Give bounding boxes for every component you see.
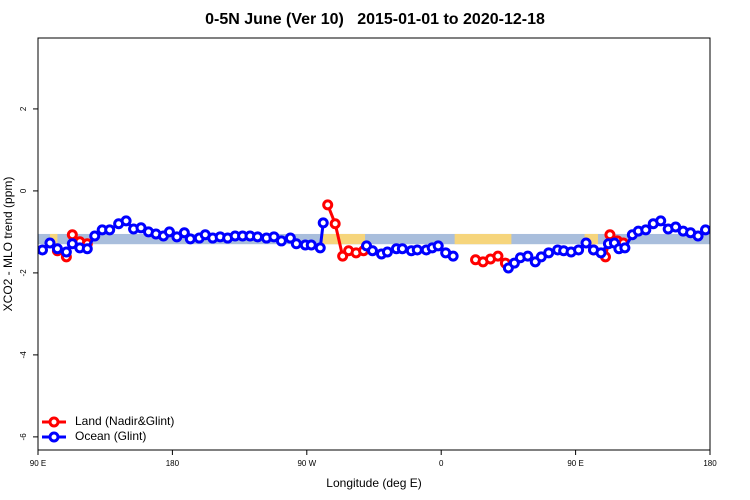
y-axis-label: XCO2 - MLO trend (ppm) (1, 177, 15, 312)
legend-marker (48, 431, 60, 443)
plot-frame (37, 37, 711, 451)
data-point (252, 231, 264, 243)
data-point (322, 199, 334, 211)
x-tick-label: 90 E (30, 459, 46, 468)
data-point (163, 226, 175, 238)
y-tick-label: 2 (19, 106, 28, 111)
data-point (411, 244, 423, 256)
data-point (275, 235, 287, 247)
data-point (447, 250, 459, 262)
data-point (692, 230, 704, 242)
data-point (317, 217, 329, 229)
band-highlight (321, 233, 366, 245)
data-point (120, 215, 132, 227)
data-point (51, 243, 63, 255)
legend-label: Ocean (Glint) (75, 429, 146, 443)
data-point (580, 237, 592, 249)
data-point (640, 224, 652, 236)
legend-label: Land (Nadir&Glint) (75, 414, 174, 428)
y-tick-label: -2 (19, 269, 28, 277)
data-point (44, 237, 56, 249)
y-tick-label: -6 (19, 433, 28, 441)
plot-area (38, 199, 710, 274)
data-point (89, 230, 101, 242)
y-tick-label: -4 (19, 351, 28, 359)
data-point (314, 242, 326, 254)
data-point (381, 246, 393, 258)
data-point (543, 247, 555, 259)
data-point (522, 250, 534, 262)
data-point (604, 229, 616, 241)
data-point (38, 244, 48, 256)
x-tick-label: 90 W (297, 459, 316, 468)
band-highlight (584, 233, 598, 245)
data-point (595, 247, 607, 259)
legend-marker (48, 416, 60, 428)
band (38, 233, 710, 245)
chart-title: 0-5N June (Ver 10) 2015-01-01 to 2020-12… (205, 11, 545, 28)
x-tick-label: 180 (166, 459, 180, 468)
data-point (305, 239, 317, 251)
data-point (396, 243, 408, 255)
data-point (290, 238, 302, 250)
data-point (492, 250, 504, 262)
data-point (655, 215, 667, 227)
data-point (184, 233, 196, 245)
data-point (66, 229, 78, 241)
data-point (619, 242, 631, 254)
x-tick-label: 180 (703, 459, 717, 468)
data-point (432, 240, 444, 252)
data-point (573, 244, 585, 256)
data-point (60, 246, 72, 258)
y-tick-label: 0 (19, 188, 28, 193)
x-tick-label: 0 (439, 459, 444, 468)
x-axis-label: Longitude (deg E) (326, 476, 421, 490)
band-highlight (454, 233, 512, 245)
data-point (104, 224, 116, 236)
data-point (329, 218, 341, 230)
x-tick-label: 90 E (567, 459, 583, 468)
data-point (178, 227, 190, 239)
data-point (367, 245, 379, 257)
data-point (81, 243, 93, 255)
data-point (700, 224, 710, 236)
